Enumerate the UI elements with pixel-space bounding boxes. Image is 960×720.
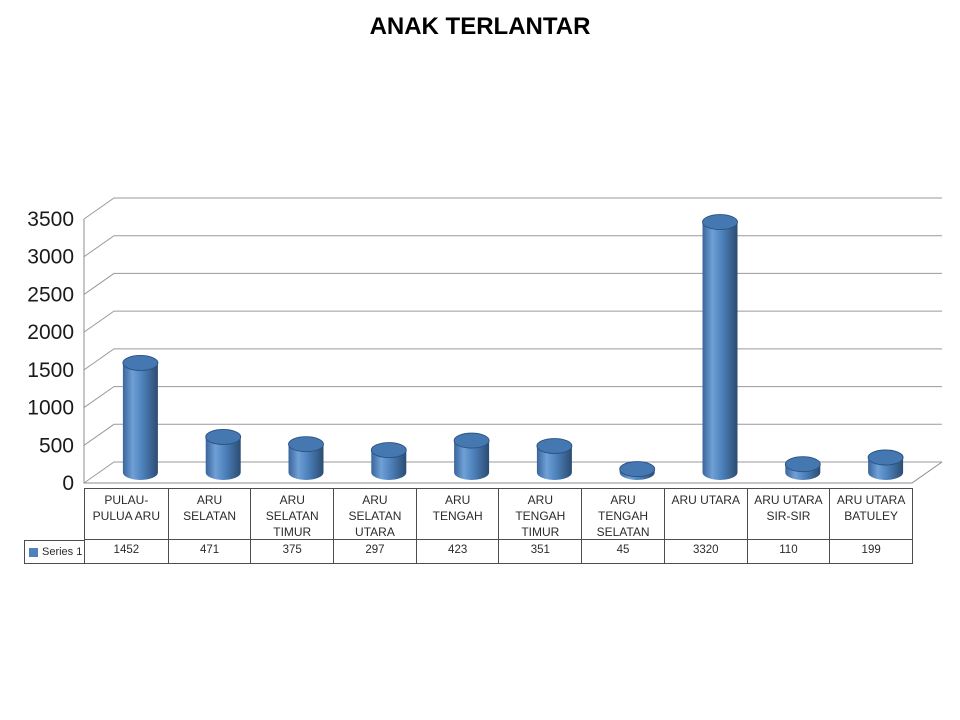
category-header-line: ARU	[444, 493, 471, 507]
category-header-line: SELATAN	[183, 509, 236, 523]
value-cell: 199	[829, 540, 912, 563]
legend-series-label: Series 1	[42, 546, 83, 558]
category-header-line: TENGAH	[598, 509, 649, 523]
category-header-cell: ARU TENGAH SELATAN	[581, 489, 664, 539]
category-header-cell: ARU SELATAN	[167, 489, 251, 539]
legend-cell: Series 1	[24, 540, 85, 564]
bar-cylinder-body	[702, 222, 738, 480]
legend-color-swatch-icon	[29, 547, 38, 557]
category-header-line: ARU	[610, 493, 636, 507]
value-cell: 351	[498, 540, 581, 563]
gridline	[83, 423, 942, 446]
axis-and-floor-lines	[83, 219, 943, 484]
category-header-line: ARU UTARA	[754, 493, 823, 507]
category-header-line: TIMUR	[273, 525, 312, 539]
category-header-cell: ARU SELATAN TIMUR	[250, 489, 333, 539]
bar-cylinder-body	[288, 444, 324, 480]
category-header-line: SELATAN	[348, 509, 402, 523]
y-axis-tick-label: 3000	[27, 246, 74, 269]
category-header-line: ARU UTARA	[671, 493, 740, 507]
category-header-line: ARU UTARA	[836, 493, 906, 507]
category-header-cell: ARU UTARA BATULEY	[829, 489, 912, 539]
category-header-line: TIMUR	[521, 525, 560, 539]
y-axis-tick-label: 1000	[27, 397, 74, 420]
bar-cylinder-body	[371, 450, 407, 480]
category-header-line: UTARA	[355, 525, 395, 539]
bar-cylinder-top	[867, 449, 904, 466]
gridline	[83, 310, 942, 333]
category-header-line: SIR-SIR	[766, 509, 811, 523]
bar-cylinder-top	[205, 429, 242, 445]
category-header-line: SELATAN	[265, 509, 319, 523]
value-cell: 423	[415, 540, 499, 563]
value-cell: 297	[333, 540, 416, 563]
category-header-cell: ARU UTARA	[663, 489, 747, 539]
gridline	[83, 348, 942, 371]
chart-title: ANAK TERLANTAR	[369, 13, 591, 40]
gridline	[83, 461, 942, 484]
value-cell: 3320	[663, 540, 747, 563]
y-axis-tick-label: 1500	[27, 359, 74, 382]
y-axis-tick-label: 2500	[27, 283, 74, 306]
data-table-header-row: PULAU- PULUA ARU ARU SELATAN ARU SELATAN TIMUR…	[84, 488, 913, 540]
category-header-line: ARU	[362, 493, 388, 507]
bar-cylinder-top	[122, 355, 159, 371]
category-header-line: PULUA ARU	[92, 509, 161, 523]
category-header-line: PULAU-	[104, 493, 149, 507]
bar-cylinder-body	[122, 362, 158, 480]
gridline	[83, 272, 942, 295]
bar-cylinder-top	[370, 442, 407, 459]
bar-cylinder-top	[619, 461, 656, 478]
y-axis-tick-label: 500	[39, 434, 74, 457]
category-header-cell: ARU TENGAH	[415, 489, 499, 539]
y-axis-tick-label: 0	[62, 472, 74, 495]
bar-cylinder-top	[536, 438, 573, 454]
value-cell: 375	[250, 540, 333, 563]
value-cell: 45	[581, 540, 664, 563]
y-axis-tick-label: 3500	[27, 208, 74, 231]
category-header-cell: ARU TENGAH TIMUR	[498, 489, 581, 539]
value-cell: 110	[746, 540, 830, 563]
data-table-value-row: 1452 471 375 297 423 351 45 3320 110 199	[84, 540, 913, 564]
category-header-cell: ARU UTARA SIR-SIR	[746, 489, 830, 539]
bar-cylinder-top	[702, 214, 738, 231]
bar-cylinder-top	[784, 456, 821, 473]
category-header-line: TENGAH	[515, 509, 566, 523]
bar-cylinder-body	[454, 440, 490, 480]
gridline	[83, 386, 942, 408]
category-header-line: SELATAN	[596, 525, 650, 539]
bar-cylinder-body	[205, 436, 241, 480]
category-header-line: TENGAH	[432, 509, 483, 523]
category-header-line: ARU	[279, 493, 305, 507]
category-header-line: BATULEY	[844, 509, 899, 523]
gridline	[83, 235, 942, 258]
gridline	[83, 197, 942, 220]
bar-cylinder-top	[288, 436, 324, 453]
category-header-line: ARU	[196, 493, 223, 507]
value-cell: 1452	[113, 544, 140, 556]
category-header-cell: PULAU- PULUA ARU	[85, 489, 168, 539]
bar-cylinder-top	[453, 432, 490, 449]
y-axis-tick-label: 2000	[27, 321, 74, 344]
category-header-cell: ARU SELATAN UTARA	[333, 489, 416, 539]
value-cell: 471	[167, 540, 251, 563]
category-header-line: ARU	[527, 493, 553, 507]
bar-cylinder-body	[536, 446, 572, 480]
